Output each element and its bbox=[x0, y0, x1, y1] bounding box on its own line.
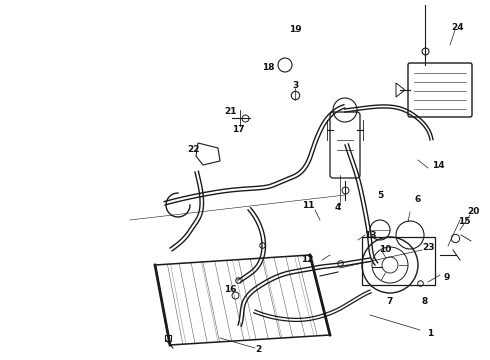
Text: 24: 24 bbox=[452, 23, 465, 32]
Text: 23: 23 bbox=[422, 243, 434, 252]
Text: 18: 18 bbox=[262, 63, 274, 72]
Text: 15: 15 bbox=[458, 217, 470, 226]
Text: 17: 17 bbox=[232, 126, 245, 135]
Text: 19: 19 bbox=[289, 26, 301, 35]
Text: 20: 20 bbox=[467, 207, 479, 216]
Text: 10: 10 bbox=[379, 246, 391, 255]
Text: 2: 2 bbox=[255, 346, 261, 355]
Text: 14: 14 bbox=[432, 161, 444, 170]
Text: 22: 22 bbox=[187, 145, 199, 154]
Text: 4: 4 bbox=[335, 203, 341, 212]
Text: 9: 9 bbox=[444, 274, 450, 283]
Text: 7: 7 bbox=[387, 297, 393, 306]
Text: 1: 1 bbox=[427, 328, 433, 338]
Text: 3: 3 bbox=[292, 81, 298, 90]
Text: 6: 6 bbox=[415, 195, 421, 204]
Text: 5: 5 bbox=[377, 190, 383, 199]
Text: 13: 13 bbox=[364, 230, 376, 239]
Text: 21: 21 bbox=[224, 108, 236, 117]
Text: 11: 11 bbox=[302, 201, 314, 210]
Text: 16: 16 bbox=[224, 285, 236, 294]
Text: 8: 8 bbox=[422, 297, 428, 306]
Text: 12: 12 bbox=[301, 256, 313, 265]
